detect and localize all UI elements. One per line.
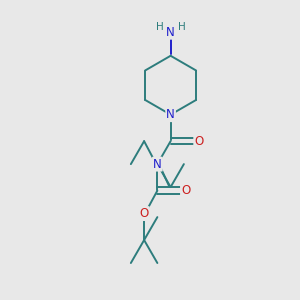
Text: O: O: [181, 184, 190, 197]
Text: H: H: [155, 22, 163, 32]
Text: N: N: [166, 26, 175, 39]
Text: N: N: [153, 158, 162, 171]
Text: O: O: [194, 135, 203, 148]
Text: H: H: [178, 22, 186, 32]
Text: O: O: [140, 207, 149, 220]
Text: N: N: [166, 108, 175, 121]
